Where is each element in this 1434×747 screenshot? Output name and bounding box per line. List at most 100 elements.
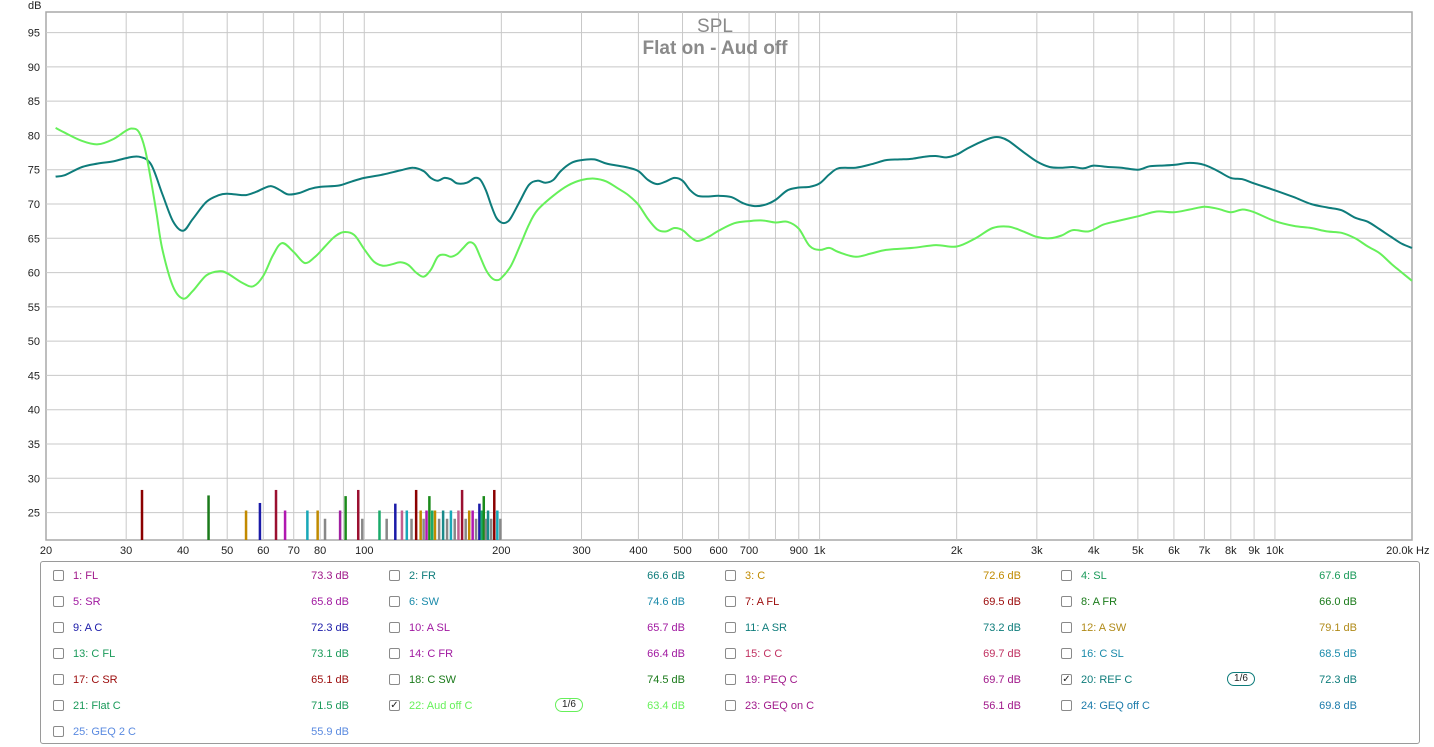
legend-item[interactable]: ✓ 22: Aud off C 1/6 63.4 dB xyxy=(389,697,685,715)
legend-checkbox[interactable] xyxy=(389,570,400,581)
legend-label: 8: A FR xyxy=(1081,596,1118,608)
legend-value: 68.5 dB xyxy=(1319,648,1357,660)
legend-item[interactable]: 10: A SL 65.7 dB xyxy=(389,619,685,637)
legend-value: 69.7 dB xyxy=(983,674,1021,686)
marker-bar xyxy=(323,518,327,540)
plot-area xyxy=(45,11,1413,541)
marker-bar xyxy=(356,489,360,540)
legend-item[interactable]: 17: C SR 65.1 dB xyxy=(53,671,349,689)
legend-item[interactable]: 4: SL 67.6 dB xyxy=(1061,567,1357,585)
x-tick-label: 6k xyxy=(1168,545,1180,557)
legend-checkbox[interactable] xyxy=(389,622,400,633)
legend-checkbox[interactable] xyxy=(389,648,400,659)
x-tick-label: 3k xyxy=(1031,545,1043,557)
chart-title: SPL xyxy=(697,16,733,37)
legend-item[interactable]: 11: A SR 73.2 dB xyxy=(725,619,1021,637)
legend-item[interactable]: 21: Flat C 71.5 dB xyxy=(53,697,349,715)
legend-item[interactable]: 19: PEQ C 69.7 dB xyxy=(725,671,1021,689)
legend-label: 20: REF C xyxy=(1081,674,1133,686)
legend-item[interactable]: 23: GEQ on C 56.1 dB xyxy=(725,697,1021,715)
legend-checkbox[interactable] xyxy=(53,674,64,685)
legend-checkbox[interactable] xyxy=(725,622,736,633)
marker-bar xyxy=(460,489,464,540)
x-tick-label: 4k xyxy=(1088,545,1100,557)
legend-checkbox[interactable] xyxy=(1061,596,1072,607)
legend-value: 67.6 dB xyxy=(1319,570,1357,582)
legend-checkbox[interactable] xyxy=(725,700,736,711)
marker-bar xyxy=(400,510,404,540)
legend-item[interactable]: 6: SW 74.6 dB xyxy=(389,593,685,611)
marker-bar xyxy=(441,510,445,540)
marker-bar xyxy=(258,502,262,540)
x-tick-label: 2k xyxy=(951,545,963,557)
legend-checkbox[interactable]: ✓ xyxy=(389,700,400,711)
legend-item[interactable]: 18: C SW 74.5 dB xyxy=(389,671,685,689)
marker-bar xyxy=(244,510,248,540)
x-tick-label: 60 xyxy=(257,545,269,557)
legend-checkbox[interactable] xyxy=(53,726,64,737)
legend-checkbox[interactable] xyxy=(1061,622,1072,633)
legend-item[interactable]: 7: A FL 69.5 dB xyxy=(725,593,1021,611)
marker-bar xyxy=(474,518,478,540)
legend-checkbox[interactable] xyxy=(53,700,64,711)
legend-label: 23: GEQ on C xyxy=(745,700,815,712)
x-tick-label: 7k xyxy=(1199,545,1211,557)
grid xyxy=(46,12,1412,540)
legend-item[interactable]: 9: A C 72.3 dB xyxy=(53,619,349,637)
legend-checkbox[interactable] xyxy=(725,674,736,685)
legend-item[interactable]: 24: GEQ off C 69.8 dB xyxy=(1061,697,1357,715)
marker-bar xyxy=(385,518,388,540)
x-tick-label: 100 xyxy=(355,545,373,557)
legend-checkbox[interactable]: ✓ xyxy=(1061,674,1072,685)
legend-item[interactable]: 16: C SL 68.5 dB xyxy=(1061,645,1357,663)
legend-checkbox[interactable] xyxy=(725,596,736,607)
legend-checkbox[interactable] xyxy=(53,648,64,659)
legend-checkbox[interactable] xyxy=(389,674,400,685)
y-tick-label: 60 xyxy=(28,268,40,280)
legend-item[interactable]: 2: FR 66.6 dB xyxy=(389,567,685,585)
legend-value: 72.3 dB xyxy=(1319,674,1357,686)
legend-checkbox[interactable] xyxy=(53,570,64,581)
legend-value: 71.5 dB xyxy=(311,700,349,712)
legend-label: 16: C SL xyxy=(1081,648,1124,660)
y-tick-label: 80 xyxy=(28,130,40,142)
legend-value: 66.4 dB xyxy=(647,648,685,660)
legend-value: 66.6 dB xyxy=(647,570,685,582)
legend-checkbox[interactable] xyxy=(725,648,736,659)
legend-item[interactable]: 3: C 72.6 dB xyxy=(725,567,1021,585)
legend-item[interactable]: 1: FL 73.3 dB xyxy=(53,567,349,585)
legend-label: 4: SL xyxy=(1081,570,1107,582)
marker-bar xyxy=(499,518,502,540)
legend-label: 13: C FL xyxy=(73,648,116,660)
legend-item[interactable]: 14: C FR 66.4 dB xyxy=(389,645,685,663)
smoothing-badge[interactable]: 1/6 xyxy=(551,698,587,712)
legend-item[interactable]: 13: C FL 73.1 dB xyxy=(53,645,349,663)
legend-item[interactable]: ✓ 20: REF C 1/6 72.3 dB xyxy=(1061,671,1357,689)
legend-item[interactable]: 15: C C 69.7 dB xyxy=(725,645,1021,663)
legend-label: 2: FR xyxy=(409,570,436,582)
legend-value: 63.4 dB xyxy=(647,700,685,712)
legend-checkbox[interactable] xyxy=(1061,570,1072,581)
marker-bar xyxy=(464,518,467,540)
marker-bar xyxy=(361,518,364,540)
smoothing-badge[interactable]: 1/6 xyxy=(1223,672,1259,686)
legend-item[interactable]: 8: A FR 66.0 dB xyxy=(1061,593,1357,611)
marker-bar xyxy=(449,510,453,540)
legend-checkbox[interactable] xyxy=(1061,648,1072,659)
y-tick-label: 90 xyxy=(28,62,40,74)
legend-checkbox[interactable] xyxy=(53,596,64,607)
legend-item[interactable]: 5: SR 65.8 dB xyxy=(53,593,349,611)
y-tick-label: 70 xyxy=(28,199,40,211)
legend-checkbox[interactable] xyxy=(725,570,736,581)
legend-item[interactable]: 12: A SW 79.1 dB xyxy=(1061,619,1357,637)
legend-label: 14: C FR xyxy=(409,648,454,660)
x-tick-label: 600 xyxy=(709,545,727,557)
x-tick-label: 20.0k xyxy=(1386,545,1413,557)
x-tick-label: 9k xyxy=(1248,545,1260,557)
x-tick-label: 40 xyxy=(177,545,189,557)
legend-checkbox[interactable] xyxy=(389,596,400,607)
legend-checkbox[interactable] xyxy=(53,622,64,633)
legend-value: 65.7 dB xyxy=(647,622,685,634)
legend-checkbox[interactable] xyxy=(1061,700,1072,711)
legend-item[interactable]: 25: GEQ 2 C 55.9 dB xyxy=(53,723,349,741)
